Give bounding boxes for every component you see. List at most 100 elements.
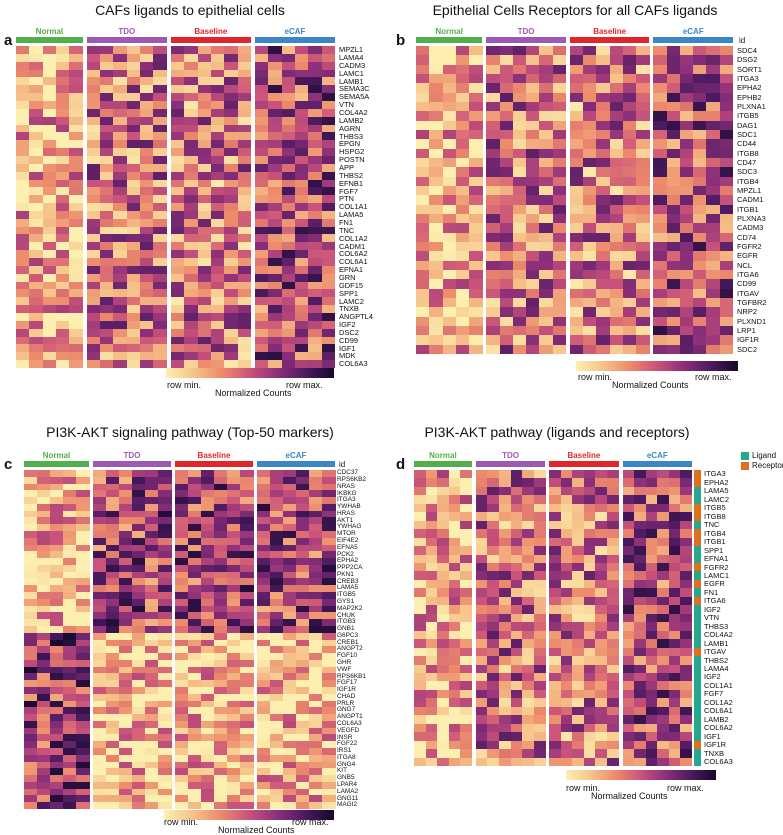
heatmap-cell (425, 664, 438, 674)
heatmap-cell (283, 666, 297, 674)
heatmap-cell (437, 723, 450, 733)
heatmap-cell (50, 659, 64, 668)
heatmap-cell (583, 639, 596, 649)
heatmap-cell (680, 630, 693, 640)
heatmap-cell (622, 537, 635, 547)
group-label-a-ecaf: eCAF (284, 27, 306, 36)
heatmap-cell (653, 167, 668, 178)
heatmap-cell (227, 585, 241, 593)
heatmap-cell (126, 320, 141, 330)
heatmap-cell (210, 226, 225, 235)
heatmap-cell (145, 612, 159, 620)
heatmap-cell (281, 148, 296, 157)
heatmap-cell (645, 749, 658, 759)
heatmap-cell (455, 335, 470, 346)
heatmap-cell (132, 768, 146, 776)
heatmap-cell (533, 681, 546, 691)
heatmap-cell (706, 92, 721, 103)
heatmap-cell (197, 289, 212, 298)
heatmap-cell (50, 483, 64, 491)
heatmap-cell (158, 551, 172, 559)
heatmap-cell (668, 546, 681, 556)
heatmap-cell (499, 158, 514, 168)
heatmap-cell (634, 647, 647, 657)
heatmap-cell (595, 656, 608, 665)
heatmap-cell (596, 344, 611, 355)
heatmap-cell (281, 218, 296, 228)
heatmap-cell (188, 571, 202, 579)
gene-label: ITGB4 (737, 176, 759, 186)
gene-label: PRLR (337, 699, 355, 707)
heatmap-cell (100, 320, 114, 330)
heatmap-cell (281, 46, 296, 55)
heatmap-cell (475, 588, 488, 598)
heatmap-cell (170, 179, 185, 188)
heatmap-cell (679, 158, 694, 168)
heatmap-cell (583, 130, 597, 140)
gene-label: LAMA2 (337, 787, 359, 795)
heatmap-cell (50, 768, 64, 776)
heatmap-cell (539, 204, 554, 215)
heatmap-cell (549, 689, 562, 699)
gene-label: MAGI2 (337, 801, 358, 809)
heatmap-cell (42, 210, 57, 220)
heatmap-cell (609, 120, 624, 131)
heatmap-cell (76, 524, 90, 532)
heatmap-cell (214, 598, 228, 607)
heatmap-cell (132, 497, 146, 505)
heatmap-cell (257, 686, 271, 695)
heatmap-cell (201, 781, 215, 790)
heatmap-cell (16, 46, 30, 55)
heatmap-cell (552, 167, 567, 178)
heatmap-cell (552, 55, 567, 66)
heatmap-cell (29, 210, 44, 220)
heatmap-cell (184, 289, 199, 298)
heatmap-cell (622, 579, 635, 589)
heatmap-cell (572, 470, 585, 479)
group-bar-a-normal (16, 37, 83, 43)
heatmap-cell (106, 714, 120, 722)
heatmap-cell (308, 148, 323, 157)
heatmap-cell (93, 693, 107, 701)
heatmap-cell (522, 537, 535, 547)
heatmap-cell (309, 686, 323, 695)
heatmap-cell (16, 85, 30, 94)
heatmap-cell (175, 544, 189, 552)
heatmap-cell (657, 478, 670, 488)
heatmap-cell (132, 612, 146, 620)
heatmap-cell (153, 360, 168, 369)
heatmap-cell (86, 360, 101, 369)
heatmap-cell (526, 102, 540, 112)
heatmap-cell (414, 672, 427, 682)
heatmap-cell (680, 749, 693, 759)
heatmap-cell (539, 130, 554, 140)
heatmap-cell (132, 619, 146, 627)
heatmap-cell (549, 706, 562, 716)
heatmap-cell (666, 120, 681, 131)
heatmap-cell (37, 666, 51, 674)
heatmap-cell (132, 659, 146, 668)
heatmap-cell (622, 732, 635, 742)
heatmap-cell (100, 242, 114, 251)
heatmap-cell (210, 336, 225, 345)
colorbar-a-max-label: row max. (286, 380, 323, 390)
heatmap-cell (210, 289, 225, 298)
heatmap-cell (76, 653, 90, 661)
heatmap-cell (469, 288, 483, 299)
heatmap-cell (549, 546, 562, 556)
heatmap-cell (693, 298, 707, 308)
heatmap-cell (498, 757, 512, 767)
heatmap-cell (37, 632, 51, 640)
gene-label: FGFR2 (704, 562, 729, 572)
heatmap-cell (583, 486, 596, 496)
heatmap-cell (227, 632, 241, 640)
heatmap-cell (227, 768, 241, 776)
heatmap-cell (607, 563, 620, 572)
heatmap-cell (653, 326, 668, 336)
heatmap-cell (533, 546, 546, 556)
heatmap-cell (583, 529, 596, 539)
heatmap-cell (257, 544, 271, 552)
heatmap-cell (270, 578, 284, 586)
heatmap-cell (69, 336, 84, 345)
heatmap-cell (679, 316, 694, 327)
